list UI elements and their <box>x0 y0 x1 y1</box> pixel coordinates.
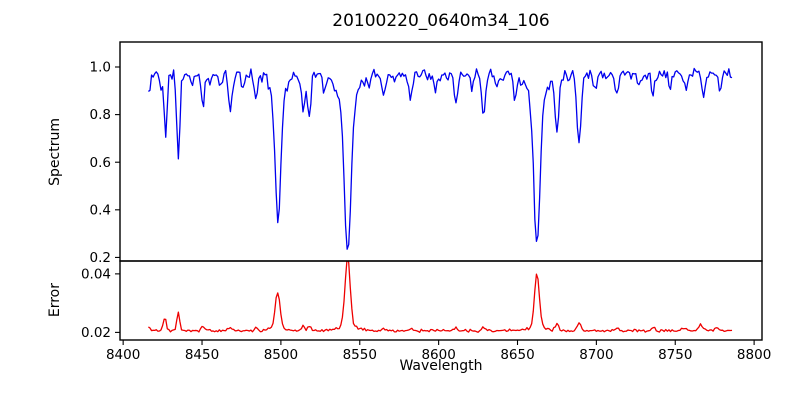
x-tick-label: 8650 <box>500 347 534 363</box>
y-tick-label: 1.0 <box>90 60 111 76</box>
error-line <box>148 261 733 333</box>
x-tick-label: 8700 <box>579 347 613 363</box>
x-tick-label: 8500 <box>264 347 298 363</box>
y-tick-label: 0.02 <box>81 325 111 341</box>
y-tick-label: 0.4 <box>90 202 111 218</box>
x-tick-label: 8800 <box>737 347 771 363</box>
x-tick-label: 8400 <box>106 347 140 363</box>
x-tick-label: 8450 <box>185 347 219 363</box>
x-tick-label: 8550 <box>343 347 377 363</box>
error-axes-frame <box>119 260 763 341</box>
y-tick-label: 0.6 <box>90 155 111 171</box>
spectrum-line <box>148 67 733 250</box>
y-tick-label: 0.8 <box>90 107 111 123</box>
y-tick-label: 0.04 <box>81 266 111 282</box>
x-tick-label: 8600 <box>421 347 455 363</box>
plot-title: 20100220_0640m34_106 <box>332 11 550 31</box>
x-tick-label: 8750 <box>658 347 692 363</box>
y-tick-label: 0.2 <box>90 250 111 266</box>
x-axis-label: Wavelength <box>399 358 483 374</box>
